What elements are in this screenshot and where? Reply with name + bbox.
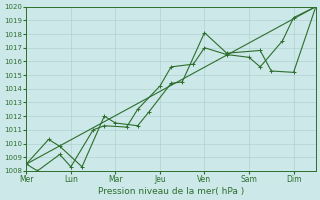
X-axis label: Pression niveau de la mer( hPa ): Pression niveau de la mer( hPa ) (98, 187, 244, 196)
